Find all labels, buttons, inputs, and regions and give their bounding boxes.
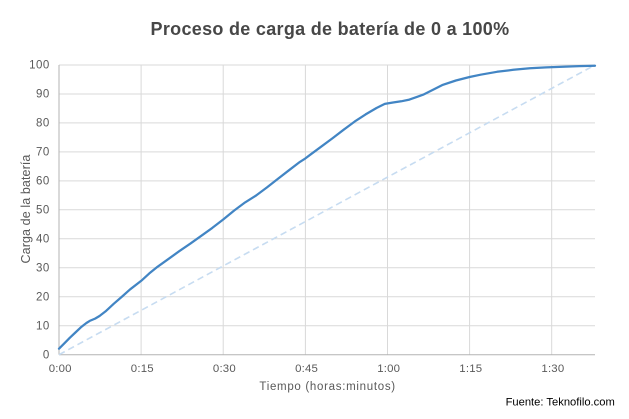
svg-text:80: 80 [36, 118, 50, 130]
svg-text:1:15: 1:15 [459, 363, 482, 375]
svg-text:0:30: 0:30 [213, 363, 236, 375]
svg-text:60: 60 [36, 176, 50, 188]
svg-text:20: 20 [36, 291, 50, 303]
svg-text:1:00: 1:00 [377, 363, 400, 375]
svg-text:50: 50 [36, 204, 50, 216]
svg-text:Carga de la batería: Carga de la batería [19, 155, 33, 264]
svg-text:90: 90 [36, 89, 50, 101]
svg-text:30: 30 [36, 262, 50, 274]
svg-text:1:30: 1:30 [541, 363, 564, 375]
svg-text:0: 0 [43, 349, 50, 361]
svg-text:0:15: 0:15 [131, 363, 154, 375]
svg-text:Tiempo (horas:minutos): Tiempo (horas:minutos) [259, 381, 395, 393]
svg-text:Fuente: Teknofilo.com: Fuente: Teknofilo.com [506, 396, 615, 408]
svg-text:Proceso de carga de batería de: Proceso de carga de batería de 0 a 100% [151, 19, 510, 39]
svg-text:10: 10 [36, 320, 50, 332]
svg-text:70: 70 [36, 147, 50, 159]
svg-text:40: 40 [36, 233, 50, 245]
svg-text:0:45: 0:45 [295, 363, 318, 375]
svg-text:0:00: 0:00 [49, 363, 72, 375]
svg-text:100: 100 [29, 60, 50, 72]
